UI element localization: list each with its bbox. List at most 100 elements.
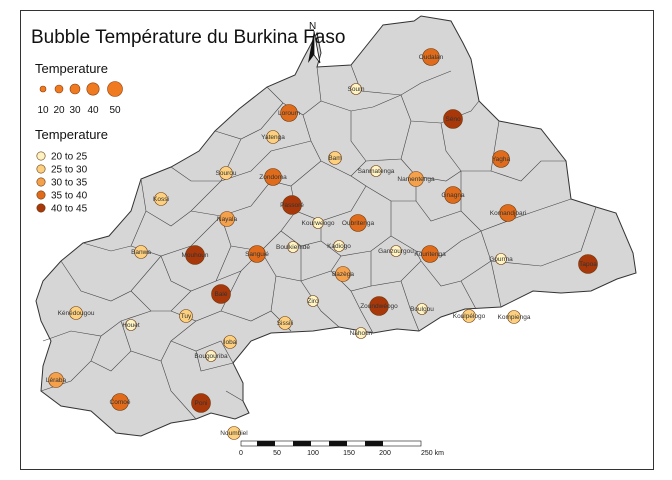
bubble-namentenga — [408, 171, 424, 187]
bubble-bazega — [335, 266, 351, 282]
province-label-noumbiel: Noumbiel — [220, 430, 248, 437]
bubble-nayala — [219, 211, 235, 227]
bubble-ziro — [307, 295, 319, 307]
province-label-leraba: Léraba — [46, 377, 67, 384]
size-legend: Temperature 10 20 30 40 50 — [35, 61, 123, 116]
class-legend-label: 35 to 40 — [51, 191, 88, 202]
bubble-loroum — [280, 104, 298, 122]
bubble-gourma — [495, 253, 507, 265]
class-legend-swatch — [36, 151, 46, 161]
province-label-mouhoun: Mouhoun — [181, 252, 208, 259]
bubble-bam — [328, 151, 342, 165]
class-legend-swatch — [36, 177, 46, 187]
map-canvas: Oudalan Soum Séno Loroum Yatenga Bam Sanmateng… — [31, 15, 637, 457]
scale-label: 0 — [239, 450, 243, 457]
province-label-yagha: Yagha — [492, 156, 511, 163]
bubble-leraba — [48, 372, 64, 388]
bubble-oudalan — [422, 48, 440, 66]
class-legend-swatch — [36, 164, 46, 174]
province-label-seno: Séno — [445, 116, 461, 123]
class-legend: Temperature 20 to 25 25 to 30 30 to 35 35 t… — [35, 127, 108, 215]
province-label-passore: Passoré — [280, 202, 304, 209]
province-label-tuy: Tuy — [181, 313, 192, 320]
bubble-boulgou — [416, 303, 428, 315]
province-label-houet: Houet — [122, 322, 140, 329]
scale-label: 200 — [379, 450, 391, 457]
bubble-poni — [191, 393, 211, 413]
bubble-kenedougou — [69, 306, 83, 320]
bubble-kompienga — [507, 310, 521, 324]
scale-label: 100 — [307, 450, 319, 457]
bubble-yagha — [492, 150, 510, 168]
bubble-layer — [48, 48, 598, 440]
province-label-bazega: Bazèga — [332, 271, 354, 278]
bubble-tuy — [179, 309, 193, 323]
size-legend-title: Temperature — [35, 61, 108, 76]
bubble-komandjoari — [499, 204, 517, 222]
class-legend-label: 25 to 30 — [51, 165, 88, 176]
province-label-bougouriba: Bougouriba — [194, 353, 228, 360]
size-legend-label: 10 — [37, 105, 49, 116]
province-label-kourweogo: Kourweogo — [302, 220, 335, 227]
class-legend-label: 20 to 25 — [51, 152, 88, 163]
bubble-nahouri — [355, 327, 367, 339]
province-label-ganzourgou: Ganzourgou — [378, 248, 414, 255]
bubble-zoundweogo — [369, 296, 389, 316]
province-label-sourou: Sourou — [216, 170, 237, 177]
province-label-ioba: Ioba — [224, 339, 237, 346]
class-legend-swatch — [36, 203, 46, 213]
size-legend-label: 20 — [53, 105, 65, 116]
province-label-comoe: Comoé — [110, 399, 131, 406]
province-label-zoundweogo: Zoundwéogo — [360, 303, 398, 310]
size-legend-label: 50 — [109, 105, 121, 116]
size-legend-bubble — [39, 85, 47, 93]
bubble-koulpelogo — [462, 309, 476, 323]
province-label-bam: Bam — [328, 155, 341, 162]
bubble-gnagna — [444, 186, 462, 204]
size-legend-bubble — [107, 81, 123, 97]
bubble-houet — [125, 319, 137, 331]
bubble-noumbiel — [227, 426, 241, 440]
bubble-boulkiemde — [287, 241, 299, 253]
bubble-kourweogo — [312, 217, 324, 229]
province-label-sanmatenga: Sanmatenga — [358, 168, 395, 175]
province-label-gourma: Gourma — [489, 256, 513, 263]
bubble-kadiogo — [333, 240, 345, 252]
bubble-comoe — [111, 393, 129, 411]
north-arrow: N — [308, 21, 321, 64]
province-label-oubritenga: Oubritenga — [342, 220, 375, 227]
size-legend-bubble — [69, 83, 81, 95]
province-label-banwa: Banwa — [131, 249, 151, 256]
bubble-passore — [282, 195, 302, 215]
size-legend-bubble — [86, 82, 100, 96]
north-label: N — [309, 21, 316, 32]
bubble-sourou — [219, 166, 233, 180]
scale-label: 250 km — [421, 450, 444, 457]
bubble-sanguie — [248, 245, 266, 263]
province-label-oudalan: Oudalan — [419, 54, 444, 61]
province-label-namentenga: Namentenga — [397, 176, 435, 183]
map-frame: Oudalan Soum Séno Loroum Yatenga Bam Sanmateng… — [20, 10, 654, 470]
province-label-sissili: Sissili — [277, 320, 294, 327]
scale-bar: 0 50 100 150 200 250 km — [239, 440, 444, 457]
province-label-ziro: Ziro — [307, 298, 319, 305]
province-label-loroum: Loroum — [278, 110, 300, 117]
province-label-poni: Poni — [194, 400, 207, 407]
province-label-soum: Soum — [348, 86, 365, 93]
bubble-soum — [350, 83, 362, 95]
scale-label: 150 — [343, 450, 355, 457]
province-label-kadiogo: Kadiogo — [327, 243, 351, 250]
bubble-bougouriba — [205, 350, 217, 362]
class-legend-label: 30 to 35 — [51, 178, 88, 189]
province-label-bale: Balé — [214, 291, 227, 298]
bubble-sissili — [278, 316, 292, 330]
size-legend-bubble — [54, 84, 64, 94]
country-outline — [35, 15, 637, 437]
province-label-kenedougou: Kénédougou — [58, 310, 95, 317]
province-label-tapoa: Tapoa — [579, 261, 597, 268]
size-legend-label: 40 — [87, 105, 99, 116]
province-label-nahouri: Nahouri — [350, 330, 373, 337]
class-legend-swatch — [36, 190, 46, 200]
class-legend-label: 40 to 45 — [51, 204, 88, 215]
province-label-komandjoari: Komandjoari — [490, 210, 527, 217]
